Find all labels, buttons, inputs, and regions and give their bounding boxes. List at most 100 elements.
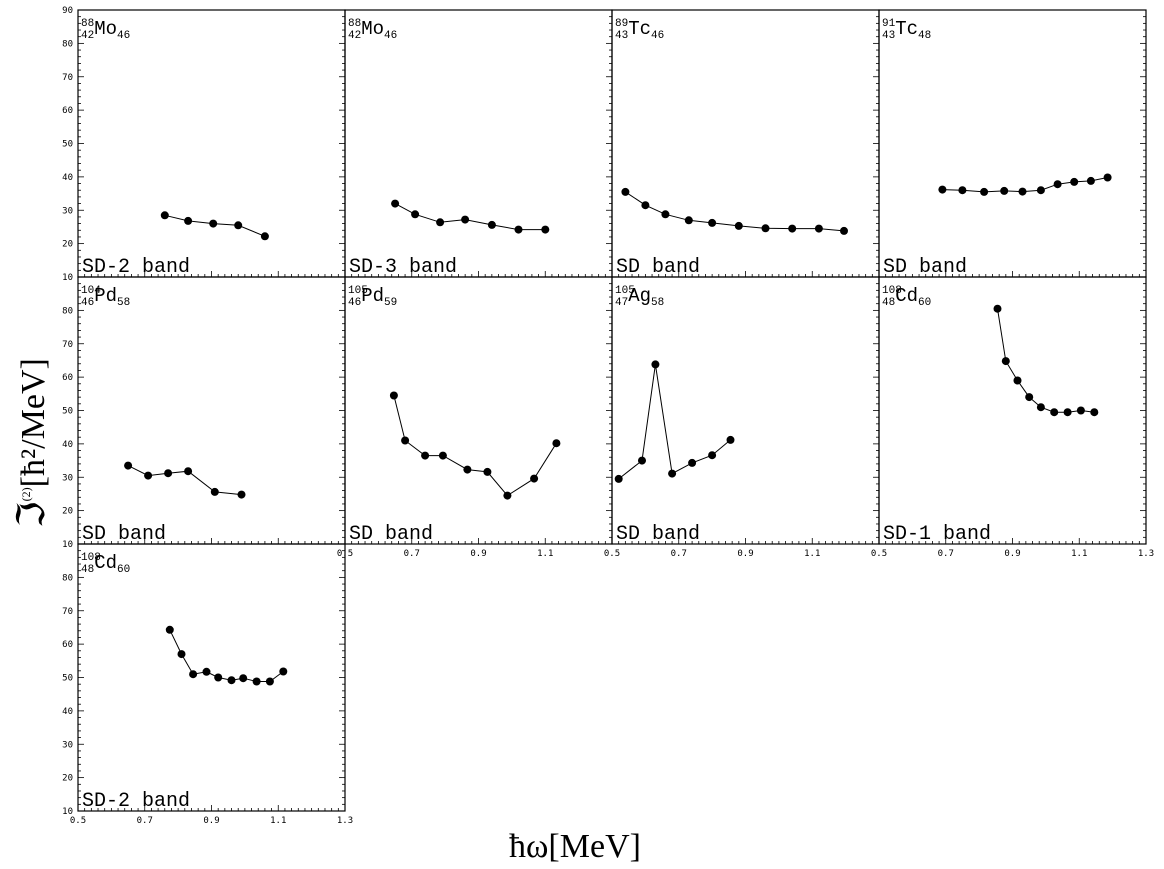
data-point	[1018, 187, 1027, 196]
mass-number: 91	[882, 18, 896, 30]
element-symbol: Pd	[94, 285, 117, 307]
atomic-number: 43	[615, 30, 628, 42]
x-tick-label: 1.3	[337, 816, 353, 826]
nucleus-label: 105 47Ag58	[615, 285, 664, 309]
y-tick-label: 10	[62, 540, 73, 550]
data-point	[1090, 408, 1099, 417]
x-tick-label: 0.5	[871, 549, 887, 559]
band-label: SD band	[616, 256, 700, 279]
data-point	[1050, 408, 1059, 417]
data-point	[487, 220, 496, 229]
data-point	[165, 625, 174, 634]
y-axis-title-units: [ħ²/MeV]	[15, 358, 52, 487]
data-point	[265, 677, 274, 686]
y-tick-label: 50	[62, 674, 73, 684]
data-point	[209, 219, 218, 228]
data-point	[184, 216, 193, 225]
data-point	[668, 469, 677, 478]
element-symbol: Pd	[361, 285, 384, 307]
data-point	[389, 391, 398, 400]
data-point	[661, 210, 670, 219]
series-line	[169, 629, 284, 682]
nucleus-label: 105 46Pd59	[348, 285, 397, 309]
data-point	[614, 474, 623, 483]
data-point	[436, 218, 445, 227]
y-tick-label: 50	[62, 140, 73, 150]
data-point	[684, 216, 693, 225]
data-point	[184, 467, 193, 476]
nucleus-label: 91 43Tc48	[882, 18, 931, 42]
data-point	[552, 439, 561, 448]
data-point	[788, 224, 797, 233]
data-point	[239, 674, 248, 683]
neutron-number: 46	[117, 30, 130, 42]
data-point	[503, 491, 512, 500]
x-tick-label: 0.5	[604, 549, 620, 559]
data-point	[958, 186, 967, 195]
data-point	[541, 225, 550, 234]
data-point	[530, 474, 539, 483]
data-point	[237, 490, 246, 499]
atomic-number: 47	[615, 297, 628, 309]
band-label: SD band	[349, 523, 433, 546]
y-tick-label: 60	[62, 373, 73, 383]
x-tick-label: 0.7	[404, 549, 420, 559]
data-point	[391, 199, 400, 208]
y-tick-label: 70	[62, 73, 73, 83]
data-point	[234, 221, 243, 230]
data-point	[144, 471, 153, 480]
nucleus-label: 88 42Mo46	[348, 18, 397, 42]
y-tick-label: 60	[62, 640, 73, 650]
band-label: SD-3 band	[349, 256, 457, 279]
y-tick-label: 10	[62, 273, 73, 283]
x-tick-label: 0.9	[1004, 549, 1020, 559]
data-point	[1086, 176, 1095, 185]
x-tick-label: 1.1	[804, 549, 820, 559]
panel-frame	[611, 276, 880, 545]
element-symbol: Cd	[895, 285, 918, 307]
y-tick-label: 70	[62, 607, 73, 617]
x-tick-label: 0.7	[671, 549, 687, 559]
data-point	[1001, 357, 1010, 366]
y-tick-label: 70	[62, 340, 73, 350]
series-line	[997, 308, 1095, 413]
mass-number: 88	[81, 18, 94, 30]
band-label: SD-2 band	[82, 790, 190, 813]
y-tick-label: 60	[62, 106, 73, 116]
x-tick-label: 0.5	[70, 816, 86, 826]
mass-number: 104	[81, 285, 101, 297]
panel-frame	[77, 543, 346, 812]
panel-frame	[878, 9, 1147, 278]
y-tick-label: 30	[62, 740, 73, 750]
atomic-number: 43	[882, 30, 895, 42]
data-point	[160, 211, 169, 220]
data-point	[708, 451, 717, 460]
band-label: SD band	[616, 523, 700, 546]
neutron-number: 60	[117, 564, 130, 576]
data-point	[1036, 403, 1045, 412]
neutron-number: 48	[918, 30, 931, 42]
mass-number: 88	[348, 18, 361, 30]
element-symbol: Cd	[94, 552, 117, 574]
data-point	[1036, 186, 1045, 195]
x-tick-label: 0.9	[737, 549, 753, 559]
element-symbol: Tc	[628, 18, 651, 40]
data-point	[938, 185, 947, 194]
y-tick-label: 40	[62, 173, 73, 183]
element-symbol: Ag	[628, 285, 651, 307]
data-point	[202, 667, 211, 676]
element-symbol: Mo	[94, 18, 117, 40]
y-axis-title-superscript: (2)	[19, 487, 33, 501]
y-tick-label: 90	[62, 6, 73, 16]
neutron-number: 46	[651, 30, 664, 42]
data-point	[483, 467, 492, 476]
data-point	[1000, 186, 1009, 195]
x-tick-label: 0.9	[470, 549, 486, 559]
x-tick-label: 0.7	[137, 816, 153, 826]
y-tick-label: 50	[62, 407, 73, 417]
data-point	[651, 360, 660, 369]
y-tick-label: 20	[62, 774, 73, 784]
y-tick-label: 30	[62, 206, 73, 216]
y-tick-label: 40	[62, 707, 73, 717]
